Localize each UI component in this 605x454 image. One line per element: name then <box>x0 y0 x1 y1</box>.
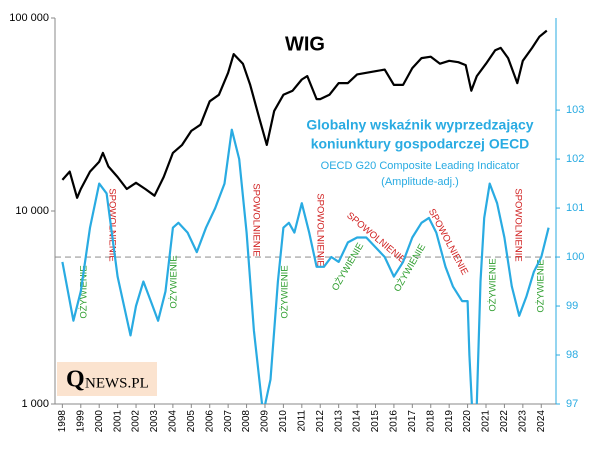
logo-q: Q <box>66 367 85 393</box>
y2-tick-label: 100 <box>566 251 584 263</box>
x-tick-label: 2007 <box>223 410 234 433</box>
annotation: OŻYWIENIE <box>79 265 90 318</box>
y2-tick-label: 98 <box>566 349 578 361</box>
y-tick-label: 10 000 <box>15 205 49 217</box>
y-tick-label: 1 000 <box>21 398 49 410</box>
x-tick-label: 2012 <box>315 410 326 433</box>
y2-tick-label: 97 <box>566 398 578 410</box>
logo-text: NEWS.PL <box>85 375 149 391</box>
annotation: OŻYWIENIE <box>169 255 180 308</box>
x-tick-label: 2013 <box>333 410 344 433</box>
x-tick-label: 1998 <box>57 410 68 433</box>
annotation: OŻYWIENIE <box>536 259 547 312</box>
x-tick-label: 2003 <box>149 410 160 433</box>
x-tick-label: 2006 <box>204 410 215 433</box>
y2-tick-label: 99 <box>566 300 578 312</box>
x-tick-label: 2019 <box>444 410 455 433</box>
annotation: SPOWOLNIENIE <box>106 188 117 261</box>
chart-title: koniunktury gospodarczej OECD <box>311 136 530 152</box>
y-tick-label: 100 000 <box>9 12 49 24</box>
line-series <box>61 29 548 199</box>
x-tick-label: 2016 <box>389 410 400 433</box>
annotation: OŻYWIENIE <box>330 241 366 293</box>
x-tick-label: 2005 <box>186 410 197 433</box>
x-tick-label: 2020 <box>462 410 473 433</box>
chart-title: Globalny wskaźnik wyprzedzający <box>306 117 533 133</box>
annotation: OŻYWIENIE <box>488 258 499 311</box>
annotation: SPOWOLNIENIE <box>250 183 261 256</box>
x-tick-label: 2000 <box>94 410 105 433</box>
x-tick-label: 2022 <box>499 410 510 433</box>
x-tick-label: 1999 <box>75 410 86 433</box>
x-tick-label: 2002 <box>131 410 142 433</box>
chart-subtitle: (Amplitude-adj.) <box>381 176 459 188</box>
line-series <box>61 128 550 404</box>
series-label: OECD G20 Composite Leading Indicator <box>321 160 520 172</box>
x-tick-label: 2015 <box>370 410 381 433</box>
annotation: SPOWOLNIENIE <box>426 207 470 277</box>
x-tick-label: 2001 <box>112 410 123 433</box>
x-tick-label: 2021 <box>481 410 492 433</box>
x-tick-label: 2004 <box>168 410 179 433</box>
logo-box <box>57 362 157 396</box>
annotation: SPOWOLNIENIE <box>512 188 523 261</box>
x-tick-label: 2008 <box>241 410 252 433</box>
x-tick-label: 2014 <box>352 410 363 433</box>
y2-tick-label: 102 <box>566 153 584 165</box>
x-tick-label: 2017 <box>407 410 418 433</box>
x-tick-label: 2010 <box>278 410 289 433</box>
wig-label: WIG <box>285 33 325 55</box>
plot-area <box>61 29 550 404</box>
x-tick-label: 2018 <box>425 410 436 433</box>
annotation: OŻYWIENIE <box>280 265 291 318</box>
annotation: SPOWOLNIENIE <box>314 193 325 266</box>
x-tick-label: 2011 <box>296 410 307 432</box>
x-tick-label: 2023 <box>517 410 528 433</box>
x-tick-label: 2024 <box>536 410 547 433</box>
x-tick-label: 2009 <box>260 410 271 433</box>
y2-tick-label: 103 <box>566 104 584 116</box>
y2-tick-label: 101 <box>566 202 584 214</box>
